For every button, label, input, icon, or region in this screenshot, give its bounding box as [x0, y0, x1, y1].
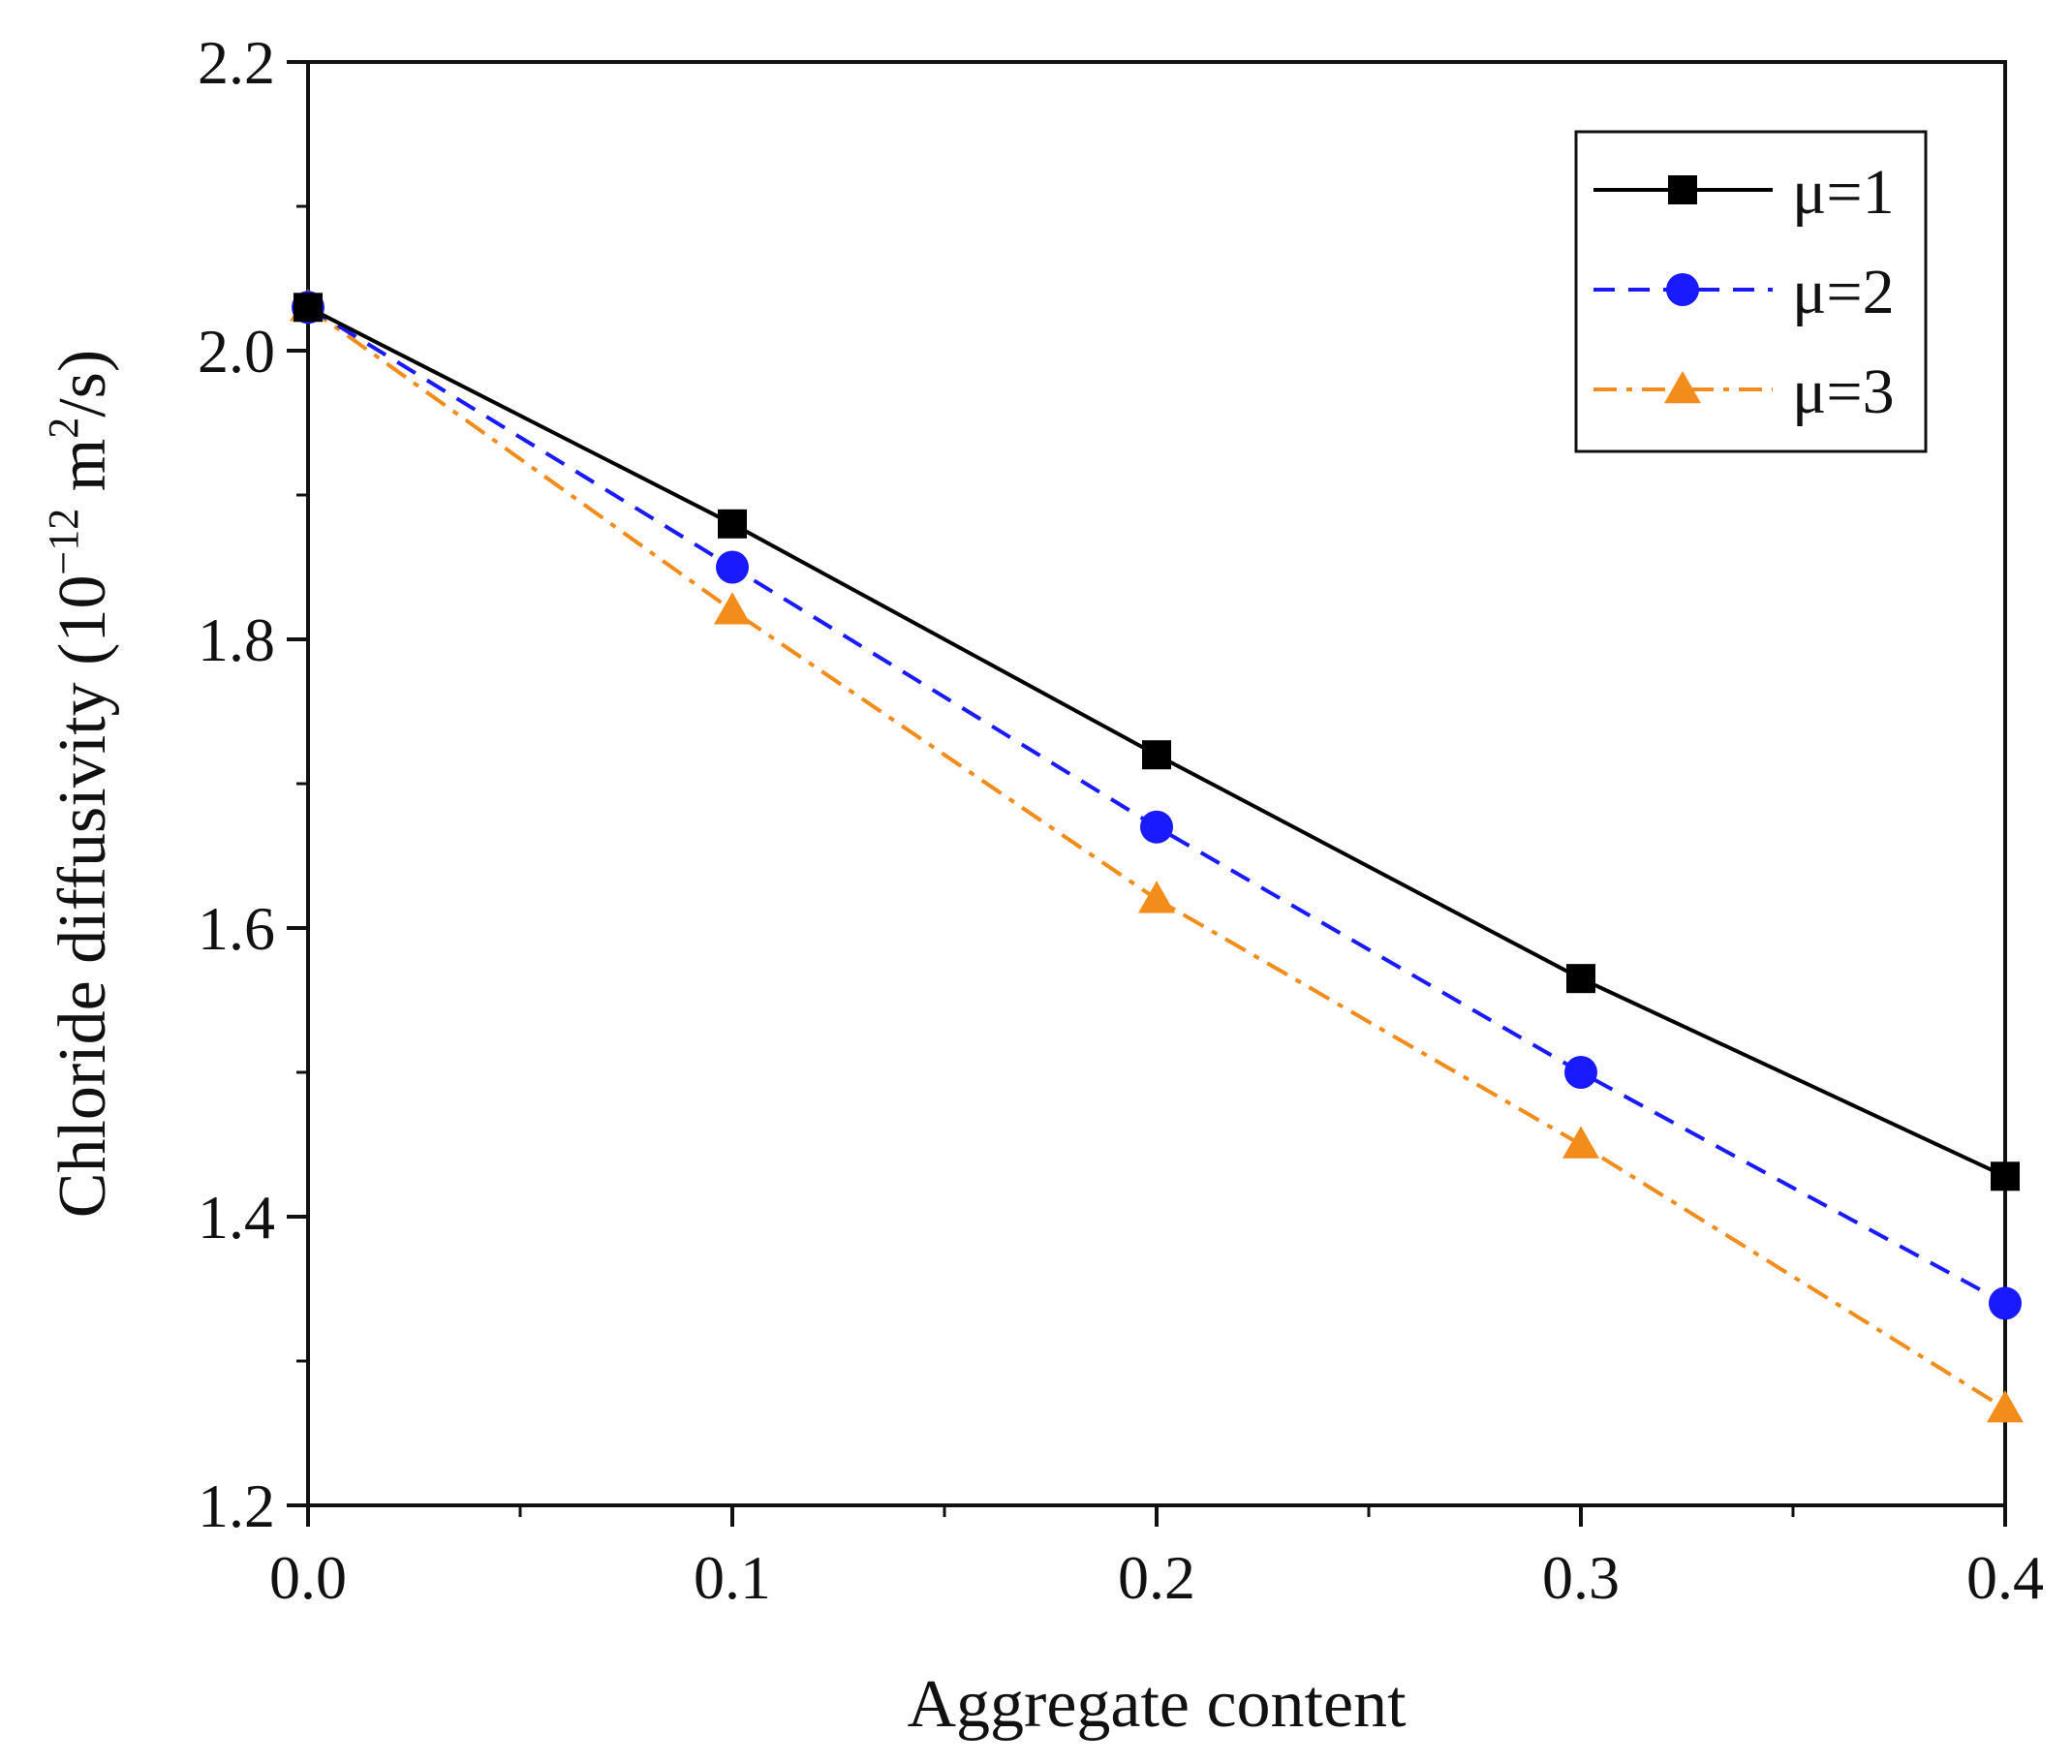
legend-marker: [1666, 273, 1699, 306]
y-axis-title-suffix: /s): [46, 350, 120, 418]
legend-marker: [1664, 371, 1701, 404]
data-point: [1991, 1161, 2020, 1191]
legend: μ=1 μ=2 μ=3: [1574, 130, 1928, 453]
data-point: [1989, 1286, 2022, 1320]
x-axis-title: Aggregate content: [907, 1667, 1407, 1742]
x-tick-label: 0.3: [1542, 1543, 1620, 1612]
y-tick-label: 1.4: [198, 1183, 275, 1252]
data-point: [1564, 1056, 1597, 1089]
axis-ticks: [287, 60, 2007, 1527]
series-triangle: [290, 289, 2024, 1423]
data-point: [1140, 810, 1173, 844]
y-axis-title-exponent: −12: [40, 509, 87, 575]
data-point: [294, 293, 323, 323]
y-axis-title-prefix: Chloride diffusivity (10: [46, 575, 120, 1219]
y-tick-label: 1.8: [198, 605, 275, 674]
legend-label: μ=1: [1792, 157, 1895, 228]
series-layer: [290, 289, 2024, 1423]
series-square: [294, 293, 2020, 1191]
y-axis-title-unit: m: [46, 439, 120, 509]
legend-marker: [1668, 175, 1697, 204]
data-point: [1142, 740, 1171, 770]
x-tick-label: 0.2: [1118, 1543, 1195, 1612]
data-point: [1138, 881, 1175, 913]
x-tick-label: 0.1: [694, 1543, 771, 1612]
y-axis-title: Chloride diffusivity (10−12 m2/s): [40, 350, 120, 1218]
data-point: [716, 550, 749, 584]
series-line: [306, 305, 2007, 1410]
y-tick-label: 2.0: [198, 317, 275, 386]
legend-label: μ=3: [1792, 356, 1895, 427]
y-axis-title-unit-exponent: 2: [40, 418, 87, 439]
legend-label: μ=2: [1792, 257, 1895, 327]
x-tick-label: 0.0: [269, 1543, 347, 1612]
y-tick-label: 1.6: [198, 894, 275, 963]
data-point: [718, 509, 747, 539]
series-line: [306, 305, 2006, 1306]
x-tick-label: 0.4: [1966, 1543, 2044, 1612]
data-point: [714, 592, 751, 625]
data-point: [1562, 1126, 1599, 1159]
data-point: [1987, 1390, 2024, 1423]
y-tick-label: 1.2: [198, 1471, 275, 1540]
y-tick-label: 2.2: [198, 28, 275, 97]
data-point: [1566, 964, 1595, 994]
series-circle: [292, 291, 2022, 1320]
tick-labels: 0.0 0.1 0.2 0.3 0.4 1.2 1.4 1.6 1.8 2.0 2.2: [198, 28, 2044, 1612]
